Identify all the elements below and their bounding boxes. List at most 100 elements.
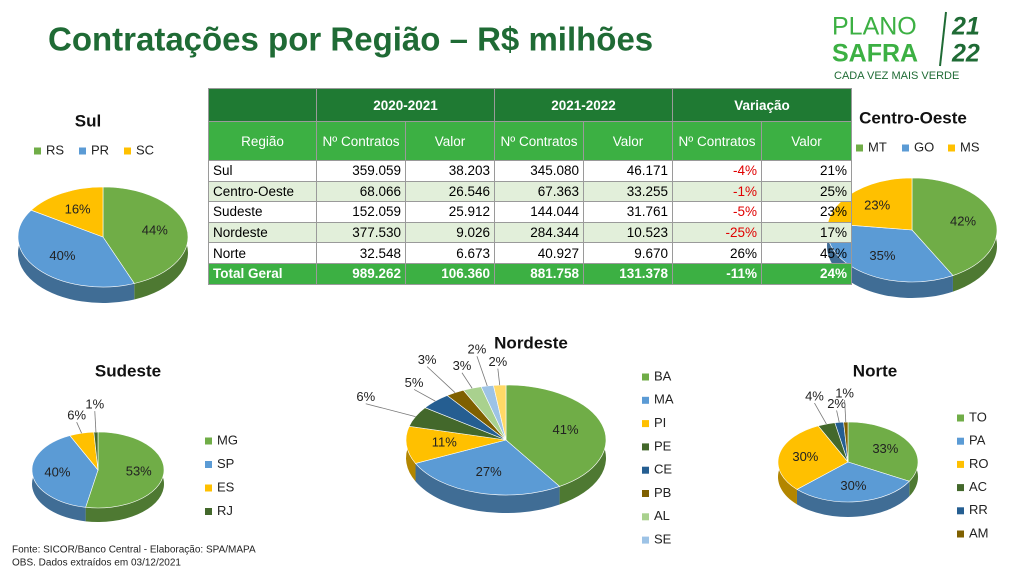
cell: 31.761 [583,201,673,223]
legend-swatch [642,420,649,428]
cell: -11% [672,262,762,285]
slice-side [827,223,953,298]
cell: 881.758 [494,262,584,285]
footer-note: OBS. Dados extraídos em 03/12/2021 [12,558,181,569]
leader-line [94,411,97,433]
column-header: Nº Contratos [672,121,762,161]
footer-source: Fonte: SICOR/Banco Central - Elaboração:… [12,545,256,556]
data-label: 2% [488,354,507,369]
legend-swatch [957,484,964,492]
logo-year: 22 [951,40,980,68]
slice [102,186,189,284]
cell: 24% [761,262,852,285]
data-label: 41% [553,422,579,437]
slice [85,431,165,509]
column-header: Nº Contratos [494,121,584,161]
slice [777,425,849,490]
legend-label: AM [969,525,989,540]
legend-swatch [642,443,649,451]
cell: 21% [761,160,852,182]
column-header: Valor [583,121,673,161]
cell: -4% [672,160,762,182]
chart-title: Sul [75,111,101,130]
legend-swatch [205,508,212,515]
data-label: 53% [126,464,152,479]
slice [493,384,507,441]
slice [505,384,607,487]
logo-text: PLANO [832,13,917,41]
legend-label: RR [969,502,988,517]
data-label: 30% [840,478,866,493]
cell: 9.026 [405,221,495,244]
cell: -5% [672,201,762,223]
legend-label: CE [654,462,672,477]
leader-line [476,356,488,387]
legend-swatch [642,490,649,497]
data-label: 5% [405,375,424,390]
legend-label: AL [654,508,670,523]
data-label: 2% [827,396,846,411]
group-header: 2021-2022 [494,88,673,122]
cell: -25% [672,221,762,244]
chart-title: Sudeste [95,361,161,380]
legend-label: PE [654,438,672,453]
leader-line [461,372,473,389]
group-header: 2020-2021 [316,88,495,122]
data-label: 4% [805,388,824,403]
slice [796,461,910,503]
chart-title: Nordeste [494,333,568,352]
legend-label: SE [654,532,672,547]
slice [405,425,507,464]
cell: 46.171 [583,160,673,182]
slice-side [415,463,560,513]
column-header: Região [208,121,317,161]
cell: 284.344 [494,221,584,244]
legend-swatch [856,144,863,152]
cell: Sudeste [208,201,317,223]
legend-swatch [957,460,964,468]
legend-swatch [642,536,649,544]
chart-title: Norte [853,361,897,380]
data-label: 35% [869,248,895,263]
legend-label: PA [969,433,986,448]
leader-line [76,421,82,434]
cell: 377.530 [316,221,406,244]
cell: 106.360 [405,262,495,285]
leader-line [497,368,501,386]
slice-side [17,210,135,304]
logo-slash [939,11,947,67]
total-row: Total Geral 989.262 106.360 881.758 131.378-… [208,262,852,285]
leader-line [426,366,456,393]
column-header: Valor [761,121,852,161]
cell: 40.927 [494,242,584,264]
legend-swatch [205,484,212,492]
legend-label: PB [654,485,671,500]
data-label: 27% [476,464,502,479]
column-header: Valor [405,121,495,161]
legend-label: RS [46,142,64,157]
slice [911,177,998,276]
data-label: 42% [950,213,976,228]
table-row: Sudeste 152.059 25.912 144.044 31.761 -5% 23% [208,201,852,223]
data-label: 1% [835,385,854,400]
legend-label: AC [969,479,987,494]
legend-swatch [205,437,212,445]
data-label: 33% [872,441,898,456]
cell: 359.059 [316,160,406,182]
group-row: 2020-2021 2021-2022 Variação [208,88,852,122]
data-label: 6% [356,389,375,404]
legend-label: RO [969,456,989,471]
slice [30,186,104,238]
legend-label: PI [654,415,666,430]
legend-swatch [205,461,212,468]
data-label: 30% [792,449,818,464]
cell: Centro-Oeste [208,180,317,203]
leader-line [413,389,436,402]
cell: 68.066 [316,180,406,203]
cell: 45% [761,242,852,264]
legend-swatch [642,513,649,521]
data-label: 11% [432,435,457,450]
slide-title: Contratações por Região – R$ milhões [48,21,653,58]
legend-swatch [642,373,649,381]
data-table: 2020-2021 2021-2022 Variação Região Nº Contr… [208,88,852,285]
